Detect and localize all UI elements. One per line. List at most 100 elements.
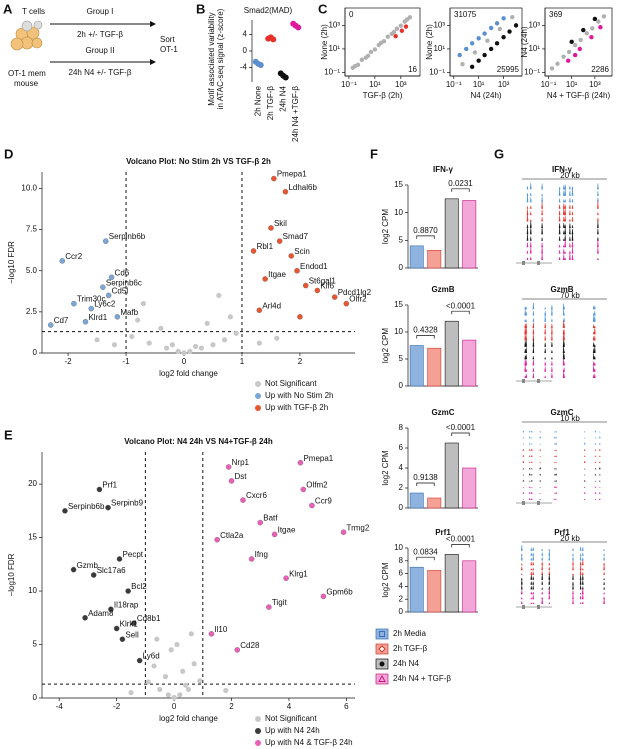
gene-label: Ifng [255, 550, 268, 559]
point [248, 556, 255, 562]
signal-track [526, 194, 599, 203]
point [182, 682, 189, 688]
x-tick-label: 10³ [589, 80, 601, 89]
signal-track [526, 207, 599, 216]
x-axis-label: TGF-β (2h) [363, 91, 403, 100]
point [103, 238, 109, 244]
legend-label: Up with N4 & TGF-β 24h [265, 738, 353, 747]
gene-label: Pecpt [123, 550, 144, 559]
exon [537, 605, 540, 609]
y-tick-label: 5 [399, 354, 404, 363]
gene-label: Arl4d [262, 301, 281, 310]
signal-track [526, 252, 599, 261]
point [482, 31, 487, 36]
y-tick-label: 0 [33, 693, 38, 702]
point [589, 34, 594, 40]
gene-label: Bcl2 [131, 582, 147, 591]
bar [444, 320, 459, 387]
signal-track [526, 182, 599, 190]
exon [522, 501, 525, 505]
p-value: <0.0001 [446, 301, 476, 310]
panel-label: E [4, 427, 13, 442]
scale-label: 20 kb [560, 534, 580, 543]
point [385, 34, 391, 39]
point [234, 647, 241, 653]
signal-track [521, 565, 605, 571]
point [276, 238, 283, 244]
point [198, 345, 204, 351]
gene-label: Serpinb9 [111, 499, 144, 508]
bar [444, 554, 459, 613]
point [90, 572, 97, 578]
point [140, 301, 147, 307]
point [105, 504, 111, 511]
point [165, 692, 171, 698]
point [359, 57, 365, 62]
y-tick-label: 5 [399, 235, 404, 244]
point [288, 253, 294, 259]
point [175, 348, 181, 354]
bracket [451, 188, 470, 192]
bar [444, 442, 459, 509]
y-tick-label: 0 [243, 46, 248, 55]
point [352, 63, 358, 69]
gene-label: Olfm2 [306, 481, 328, 490]
point [208, 631, 215, 637]
signal-track [524, 358, 596, 366]
point [340, 529, 347, 535]
cell-cluster [10, 20, 43, 51]
signal-track [524, 345, 596, 354]
point [584, 31, 589, 36]
x-tick-label: 24h N4 +TGF-β [291, 86, 300, 142]
x-tick-label: 10¹ [369, 80, 381, 89]
signal-track [526, 188, 599, 196]
gene-label: Batf [263, 514, 278, 523]
gene-label: Itgae [278, 525, 296, 534]
gene-label: Rbl1 [257, 242, 274, 251]
point [210, 342, 216, 348]
exon [522, 261, 525, 265]
bar [462, 467, 477, 509]
signal-track [521, 554, 605, 561]
point [227, 314, 233, 320]
y-axis-label: −log10 FDR [7, 241, 16, 284]
point [145, 679, 151, 685]
legend-marker [255, 716, 261, 722]
gene-label: Ly6d [143, 652, 160, 661]
y-tick-label: 10 [394, 543, 403, 552]
panel-label: F [370, 146, 378, 161]
legend-label: Up with N4 24h [265, 726, 320, 735]
x-tick-label: -2 [113, 702, 121, 711]
track-title: Prf1 [554, 528, 570, 537]
dot [295, 24, 302, 31]
signal-track [521, 588, 605, 595]
point [216, 292, 222, 299]
cells-label: T cells [22, 7, 45, 16]
y-tick-label: 10⁻¹ [324, 68, 340, 77]
gene-label: Endod1 [300, 262, 328, 271]
point [578, 37, 583, 43]
bar [427, 347, 442, 387]
gene-label: Klrd1 [88, 313, 107, 322]
y-tick-label: 10 [28, 586, 37, 595]
gene-label: Prf1 [102, 481, 117, 490]
point [70, 566, 77, 573]
gene-label: Pmepa1 [303, 454, 333, 463]
legend-label: Up with No Stim 2h [265, 391, 333, 400]
group-condition: 2h +/- TGF-β [77, 30, 123, 39]
sort-label: Sort [160, 35, 175, 44]
gene-label: Serpinb6b [68, 502, 105, 511]
point [158, 325, 164, 331]
y-tick-label: 0 [399, 607, 404, 616]
point [596, 19, 601, 24]
mouse-label: OT-1 mem [8, 69, 46, 78]
point [378, 40, 384, 46]
legend-marker [379, 631, 385, 637]
legend-label: 24h N4 [393, 659, 419, 668]
point [225, 464, 232, 470]
y-tick-label: 8 [399, 423, 404, 432]
bar [462, 560, 477, 613]
point [59, 258, 66, 264]
signal-track [521, 597, 605, 605]
